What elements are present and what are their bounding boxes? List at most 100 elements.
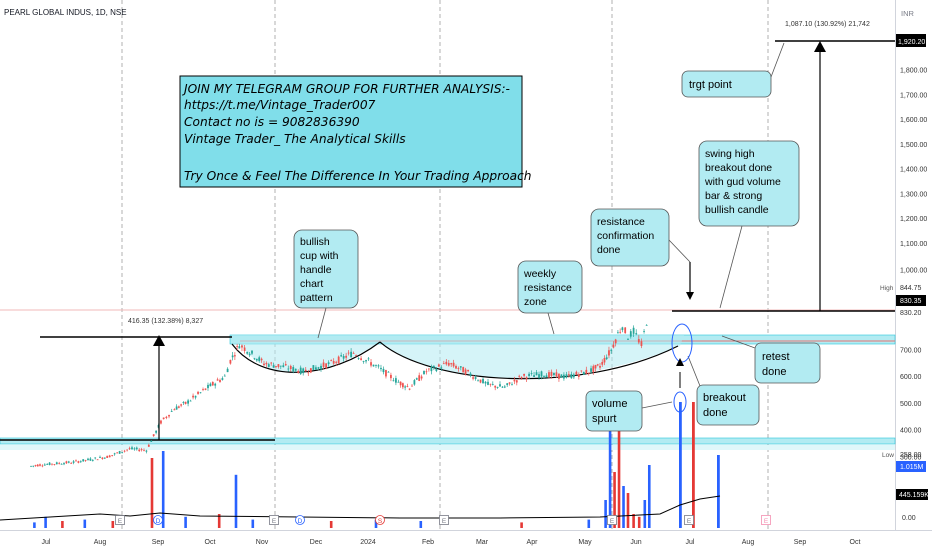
candle-body: [320, 365, 322, 370]
candle-body: [51, 463, 53, 465]
candle-body: [189, 400, 192, 402]
candle-body: [499, 384, 501, 387]
candle-body: [284, 364, 287, 366]
event-marker-box-6: [607, 515, 617, 525]
candle-body: [375, 365, 377, 366]
candle-body: [367, 358, 370, 360]
candle-body: [272, 365, 275, 368]
candle-body: [408, 388, 411, 390]
candle-body: [131, 447, 133, 450]
candle-body: [243, 347, 246, 351]
candle-body: [482, 378, 484, 384]
candle-body: [452, 362, 455, 367]
callout-volume: volume spurt: [585, 390, 673, 432]
candle-body: [632, 327, 635, 334]
candle-body: [332, 360, 335, 364]
candle-body: [382, 368, 385, 373]
callout-swing-line-3: with gud volume: [704, 176, 781, 188]
candle-body: [219, 380, 221, 382]
currency-label[interactable]: INR: [901, 9, 915, 18]
candle-body: [572, 374, 575, 378]
candle-body: [304, 369, 307, 372]
callout-resistance-pointer: [668, 239, 691, 263]
callout-target-box: [681, 70, 772, 98]
candle-body: [501, 386, 504, 388]
candle-body: [548, 372, 550, 378]
candle-body: [253, 358, 256, 360]
candle-body: [216, 379, 219, 381]
candle-body: [640, 341, 643, 347]
candle-body: [337, 356, 340, 364]
time-tick-2: Sep: [152, 539, 165, 546]
candle-body: [399, 381, 402, 386]
candle-body: [279, 365, 282, 367]
candle-body: [420, 376, 423, 379]
candle-body: [345, 355, 348, 358]
price-tick-3: 1,500.00: [900, 142, 927, 149]
callout-retest-box: [754, 342, 821, 384]
candle-body: [560, 374, 563, 378]
measure-right-label: 1,087.10 (130.92%) 21,742: [785, 21, 870, 28]
box-upper-value: 830.35: [900, 298, 922, 305]
candle-body: [503, 386, 506, 388]
candle-body: [563, 374, 565, 379]
candle-body: [445, 361, 448, 365]
candle-body: [491, 384, 494, 385]
candle-body: [197, 391, 199, 394]
volume-bar-18: [613, 472, 616, 528]
candle-body: [494, 385, 497, 388]
price-tick-1: 1,700.00: [900, 92, 927, 99]
candle-body: [233, 355, 236, 357]
volume-bar-last: [717, 455, 720, 528]
candle-body: [260, 358, 263, 361]
candle-body: [392, 380, 395, 382]
candle-body: [355, 355, 357, 357]
candle-body: [406, 386, 409, 387]
candle-body: [599, 365, 601, 368]
callout-target-pointer: [770, 42, 785, 78]
breakout-up-arrow-head: [676, 358, 684, 366]
candle-body: [214, 383, 217, 386]
callout-breakout-box: [696, 384, 760, 426]
candle-body: [608, 350, 610, 356]
candle-body: [299, 367, 302, 375]
candle-body: [418, 375, 421, 381]
candle-body: [360, 358, 362, 361]
candle-body: [211, 381, 214, 386]
promo-line-4: Vintage Trader_ The Analytical Skills: [184, 132, 406, 146]
candle-body: [385, 370, 387, 377]
volume-bar-10: [251, 519, 255, 528]
callout-cup-line-5: pattern: [300, 292, 333, 304]
price-tick-0: 1,800.00: [900, 68, 927, 75]
candle-body: [580, 370, 583, 372]
candle-body: [275, 366, 277, 367]
price-tick-2: 1,600.00: [900, 117, 927, 124]
candle-series: [30, 324, 648, 468]
candle-body: [435, 368, 438, 372]
candle-body: [515, 380, 518, 383]
box-lower-value: 830.20: [900, 310, 922, 317]
volume-bar-24: [643, 500, 647, 528]
candle-body: [101, 457, 104, 459]
candle-body: [182, 402, 185, 403]
candle-body: [192, 395, 194, 398]
high-label: High: [880, 285, 894, 292]
candle-body: [229, 359, 232, 364]
candle-body: [126, 449, 129, 451]
candle-body: [187, 400, 189, 404]
candle-body: [404, 386, 407, 388]
candle-body: [585, 369, 588, 374]
candle-body: [89, 458, 92, 461]
volume-bar-2: [61, 521, 64, 528]
low-value: 258.00: [900, 452, 922, 459]
support-zone-bottom: [0, 437, 896, 445]
event-marker-label-2: E: [272, 518, 277, 525]
candle-body: [347, 352, 350, 354]
candle-body: [199, 392, 202, 394]
candle-body: [251, 350, 253, 354]
callout-cup-line-1: bullish: [300, 236, 330, 248]
candle-body: [173, 409, 176, 411]
callout-weekly-pointer: [547, 312, 555, 335]
candle-body: [335, 361, 338, 363]
candle-body: [387, 371, 390, 373]
